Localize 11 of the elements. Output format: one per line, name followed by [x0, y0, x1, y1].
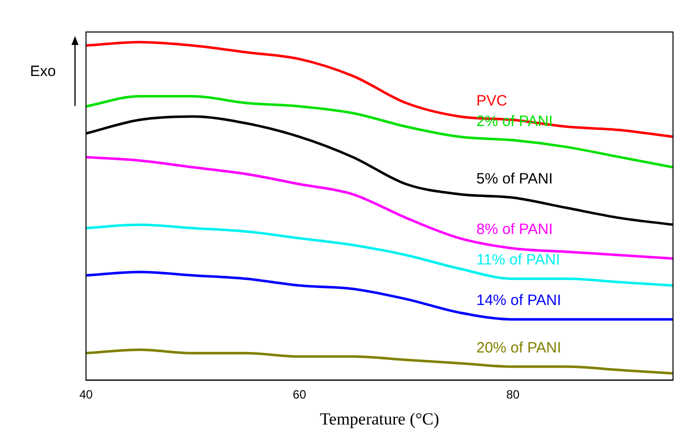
series-label: 20% of PANI: [476, 339, 562, 356]
series-label: 5% of PANI: [476, 170, 553, 188]
x-tick-label: 40: [79, 388, 93, 402]
x-tick-label: 60: [292, 388, 306, 402]
series-label: 14% of PANI: [476, 292, 562, 309]
y-axis-title: Exo: [30, 63, 56, 80]
series-label: 8% of PANI: [476, 221, 553, 238]
x-axis-title: Temperature (°C): [320, 409, 440, 428]
series-label: PVC: [476, 92, 508, 110]
x-tick-label: 80: [506, 388, 520, 402]
series-label: 11% of PANI: [476, 251, 560, 268]
